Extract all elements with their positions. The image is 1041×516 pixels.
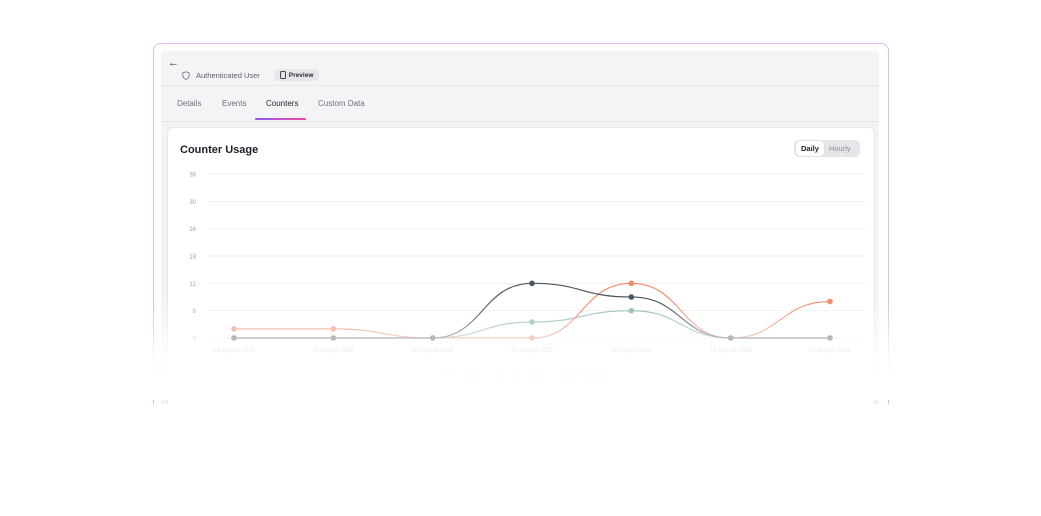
- user-meta: Authenticated User Preview: [182, 69, 320, 81]
- legend-label-fh-videos: FH - Videos: [512, 374, 544, 380]
- app-frame: ← Authenticated User Preview Details Eve…: [153, 43, 889, 404]
- data-point-fh-videos: [231, 326, 237, 332]
- tab-events[interactable]: Events: [222, 99, 247, 108]
- data-point-fh-videos: [628, 280, 635, 287]
- back-button[interactable]: ←: [168, 57, 179, 69]
- user-detail-panel: ← Authenticated User Preview Details Eve…: [161, 51, 879, 404]
- data-point-fh-videos: [529, 335, 535, 341]
- tab-details[interactable]: Details: [177, 99, 202, 108]
- y-tick-label: 0: [193, 337, 197, 343]
- tab-custom-data[interactable]: Custom Data: [318, 99, 365, 108]
- shield-icon: [182, 70, 190, 80]
- y-tick-label: 6: [193, 309, 197, 315]
- data-point-fh-videos: [330, 326, 337, 332]
- y-tick-label: 18: [189, 255, 196, 261]
- device-icon: [279, 71, 286, 79]
- granularity-toggle: Daily Hourly: [794, 140, 860, 157]
- legend-label-fh-games: FH - Games: [574, 374, 607, 380]
- arrow-left-icon: ←: [168, 57, 179, 69]
- data-point-fh-games: [231, 335, 237, 341]
- data-point-fh-games: [330, 335, 337, 341]
- data-point-fh-games: [628, 294, 635, 300]
- daily-option[interactable]: Daily: [796, 141, 824, 156]
- x-tick-label: 18 August 2025: [213, 348, 255, 354]
- card-title: Counter Usage: [180, 144, 259, 156]
- x-tick-label: 24 August 2025: [809, 348, 851, 354]
- preview-label: Preview: [288, 71, 314, 79]
- y-tick-label: 36: [189, 173, 196, 179]
- data-point-fh-games: [827, 335, 833, 341]
- data-point-fh-games: [529, 280, 535, 287]
- y-tick-label: 30: [189, 200, 196, 206]
- tab-counters[interactable]: Counters: [266, 99, 299, 108]
- x-tick-label: 20 August 2025: [412, 348, 454, 354]
- y-tick-label: 24: [189, 227, 196, 233]
- data-point-fh-articles: [628, 307, 635, 314]
- x-tick-label: 21 August 2025: [511, 348, 553, 354]
- legend-label-fh-articles: FH - Articles: [450, 374, 483, 380]
- y-tick-label: 12: [189, 282, 196, 288]
- x-tick-label: 19 August 2025: [312, 348, 354, 354]
- data-point-fh-games: [727, 335, 734, 341]
- active-tab-indicator: [255, 118, 306, 120]
- counter-usage-chart: 0 6 12 18 24 30 36 18 August 2025 19 August 2025…: [189, 173, 865, 380]
- preview-button[interactable]: Preview: [273, 69, 320, 81]
- x-tick-label: 23 August 2025: [710, 348, 752, 354]
- data-point-fh-games: [429, 335, 436, 341]
- hourly-option[interactable]: Hourly: [828, 144, 851, 153]
- user-type-label: Authenticated User: [196, 70, 260, 80]
- x-tick-label: 22 August 2025: [610, 348, 652, 354]
- counter-usage-card: Counter Usage Daily Hourly 0 6 12 18 24 30 36 1…: [167, 127, 875, 404]
- data-point-fh-articles: [529, 319, 535, 325]
- tab-bar: Details Events Counters Custom Data: [161, 85, 879, 122]
- data-point-fh-videos: [827, 298, 833, 305]
